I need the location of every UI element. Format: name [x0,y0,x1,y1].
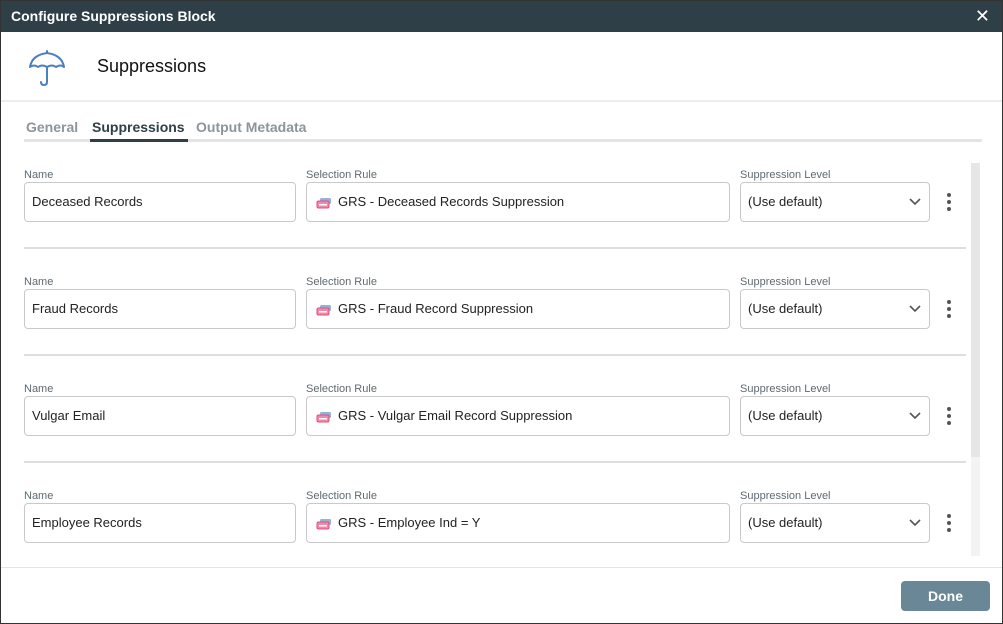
chevron-down-icon [909,412,921,420]
name-label: Name [24,490,54,502]
more-options-icon[interactable] [944,514,954,532]
more-options-icon[interactable] [944,193,954,211]
suppression-level-value: (Use default) [748,408,823,423]
chevron-down-icon [909,198,921,206]
rule-icon [316,411,331,423]
chevron-down-icon [909,305,921,313]
name-input[interactable]: Vulgar Email [24,396,296,436]
name-label: Name [24,383,54,395]
selection-rule-field[interactable]: GRS - Employee Ind = Y [306,503,730,543]
tab-general[interactable]: General [26,119,79,135]
selection-rule-label: Selection Rule [306,490,377,502]
row-divider [24,247,966,249]
tab-output-metadata[interactable]: Output Metadata [196,119,307,135]
suppression-level-value: (Use default) [748,194,823,209]
suppression-level-select[interactable]: (Use default) [740,503,930,543]
selection-rule-label: Selection Rule [306,169,377,181]
suppression-row: Name Vulgar Email Selection Rule GRS - V… [24,383,966,490]
suppression-row: Name Employee Records Selection Rule GRS… [24,490,966,597]
selection-rule-text: GRS - Fraud Record Suppression [338,301,534,316]
suppression-level-select[interactable]: (Use default) [740,289,930,329]
suppression-level-label: Suppression Level [740,383,831,395]
selection-rule-label: Selection Rule [306,383,377,395]
selection-rule-label: Selection Rule [306,276,377,288]
chevron-down-icon [909,519,921,527]
header-title: Suppressions [97,56,207,76]
suppression-level-value: (Use default) [748,515,823,530]
selection-rule-text: GRS - Employee Ind = Y [338,515,481,530]
rule-icon [316,197,331,209]
selection-rule-field[interactable]: GRS - Vulgar Email Record Suppression [306,396,730,436]
name-label: Name [24,169,54,181]
umbrella-icon [29,50,65,87]
row-divider [24,461,966,463]
tab-bar: General Suppressions Output Metadata [24,119,982,142]
suppression-level-select[interactable]: (Use default) [740,182,930,222]
selection-rule-text: GRS - Deceased Records Suppression [338,194,565,209]
dialog-title-bar: Configure Suppressions Block ✕ [1,1,1002,32]
suppression-level-label: Suppression Level [740,169,831,181]
name-input[interactable]: Deceased Records [24,182,296,222]
tab-suppressions[interactable]: Suppressions [90,119,188,142]
name-input[interactable]: Fraud Records [24,289,296,329]
scrollbar-thumb[interactable] [971,163,980,457]
suppression-row: Name Fraud Records Selection Rule GRS - … [24,276,966,383]
more-options-icon[interactable] [944,407,954,425]
header-divider [1,100,1002,102]
footer-divider [1,567,1002,568]
rule-icon [316,304,331,316]
selection-rule-text: GRS - Vulgar Email Record Suppression [338,408,573,423]
suppression-row: Name Deceased Records Selection Rule GRS… [24,169,966,276]
selection-rule-field[interactable]: GRS - Fraud Record Suppression [306,289,730,329]
suppression-level-label: Suppression Level [740,490,831,502]
name-label: Name [24,276,54,288]
name-input[interactable]: Employee Records [24,503,296,543]
row-divider [24,354,966,356]
selection-rule-field[interactable]: GRS - Deceased Records Suppression [306,182,730,222]
suppression-level-value: (Use default) [748,301,823,316]
dialog-title: Configure Suppressions Block [11,8,216,24]
suppression-level-label: Suppression Level [740,276,831,288]
suppression-level-select[interactable]: (Use default) [740,396,930,436]
more-options-icon[interactable] [944,300,954,318]
done-button[interactable]: Done [901,581,990,611]
rule-icon [316,518,331,530]
close-icon[interactable]: ✕ [974,6,990,26]
